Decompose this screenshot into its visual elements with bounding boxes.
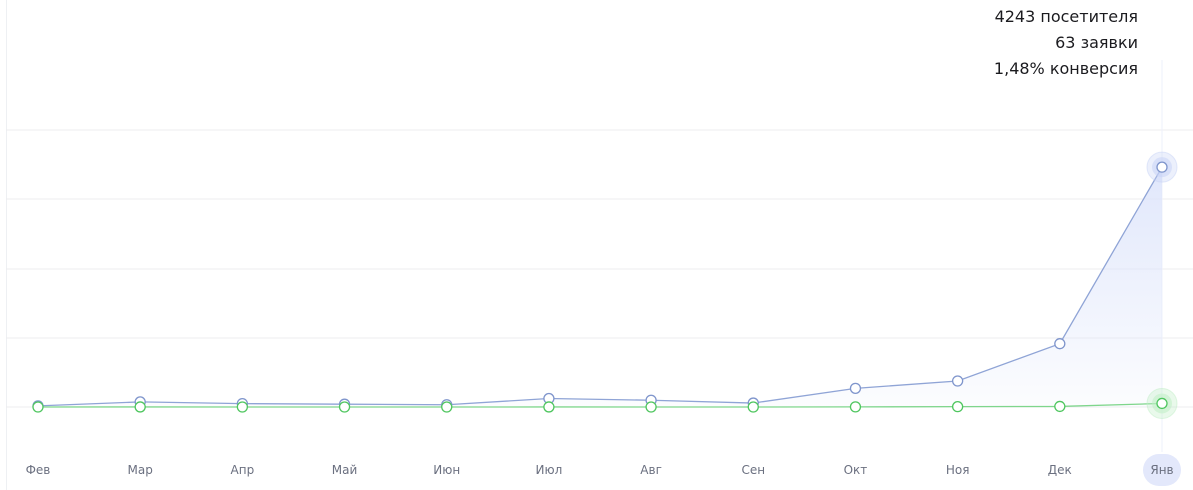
series-areas — [38, 167, 1162, 407]
requests-point[interactable] — [951, 401, 964, 413]
visitors-point[interactable] — [951, 375, 964, 387]
x-tick-label: Май — [332, 463, 358, 477]
requests-point[interactable] — [134, 401, 146, 413]
x-tick-label: Апр — [231, 463, 255, 477]
x-tick-label: Фев — [26, 463, 51, 477]
x-tick-label: Окт — [844, 463, 868, 477]
visitors-point-active[interactable] — [1156, 161, 1168, 173]
conversion-rate: 1,48% конверсия — [993, 59, 1138, 78]
visitors-count: 4243 посетителя — [994, 7, 1138, 26]
requests-point[interactable] — [849, 401, 862, 413]
requests-point-active[interactable] — [1156, 397, 1168, 410]
visitors-point[interactable] — [1054, 338, 1066, 350]
x-tick-label: Июн — [433, 463, 460, 477]
x-tick-label: Мар — [128, 463, 153, 477]
series-markers — [32, 151, 1178, 419]
tooltip-summary: 4243 посетителя 63 заявки 1,48% конверси… — [994, 4, 1138, 82]
requests-line — [37, 402, 1163, 408]
visitors-point[interactable] — [849, 382, 862, 394]
x-tick-label: Дек — [1048, 463, 1072, 477]
x-tick-label: Ноя — [946, 463, 970, 477]
requests-point[interactable] — [236, 401, 249, 413]
requests-count: 63 заявки — [1055, 33, 1138, 52]
visitors-line — [37, 166, 1163, 407]
series-lines — [37, 166, 1163, 408]
requests-point[interactable] — [543, 401, 555, 413]
x-axis-ticks: Фев Мар Апр Май Июн Июл Авг Сен Окт Ноя Дек Янв — [26, 463, 1174, 477]
x-tick-label: Июл — [536, 463, 563, 477]
chart-left-border — [6, 0, 7, 490]
requests-point[interactable] — [338, 401, 351, 413]
requests-point[interactable] — [645, 401, 657, 413]
x-tick-label[interactable]: Янв — [1150, 463, 1173, 477]
requests-point[interactable] — [441, 401, 453, 413]
requests-point[interactable] — [747, 401, 759, 413]
requests-point[interactable] — [32, 401, 44, 413]
visitors-area — [38, 167, 1162, 407]
requests-point[interactable] — [1054, 400, 1066, 413]
active-tick-highlight — [1143, 454, 1181, 486]
x-tick-label: Авг — [640, 463, 662, 477]
x-tick-label: Сен — [741, 463, 765, 477]
